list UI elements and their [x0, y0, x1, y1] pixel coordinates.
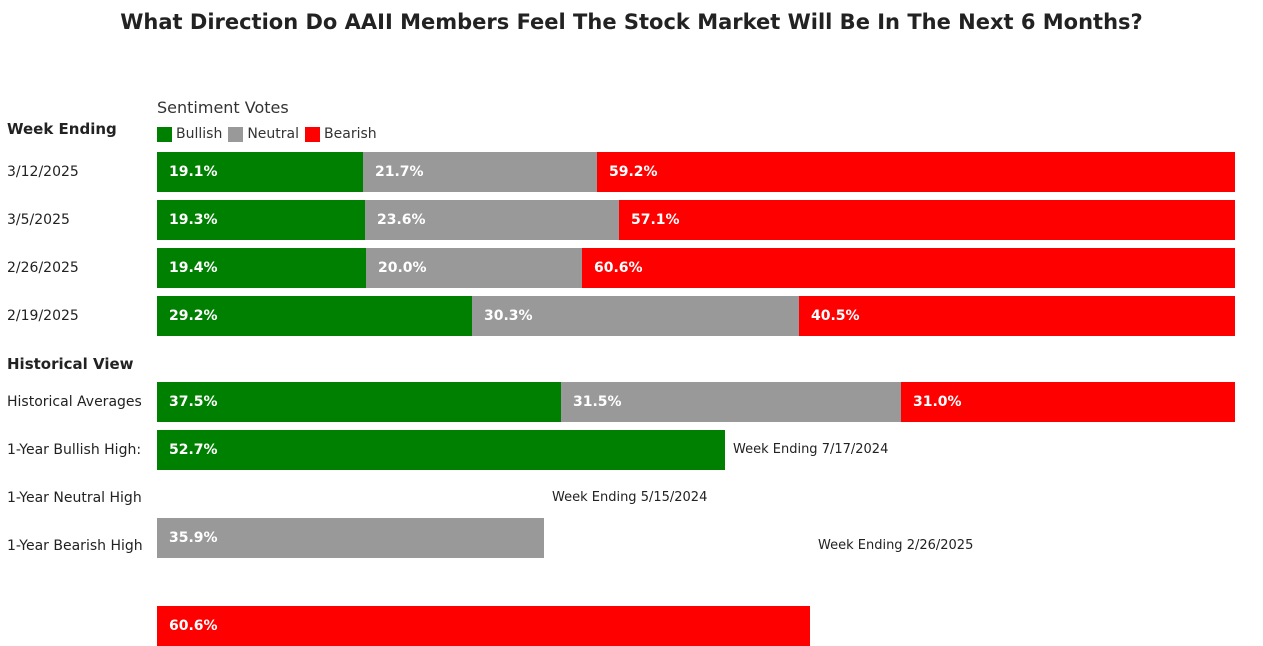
week-row-bar-1: 19.3% 23.6% 57.1%	[157, 200, 1235, 240]
value-label: 30.3%	[484, 308, 533, 324]
historical-avg-segment-neutral: 31.5%	[561, 382, 901, 422]
value-label: 19.4%	[169, 260, 218, 276]
high-note-neutral: Week Ending 5/15/2024	[552, 490, 708, 505]
value-label: 19.3%	[169, 212, 218, 228]
legend-item-neutral: Neutral	[228, 126, 299, 142]
historical-avg-segment-bearish: 31.0%	[901, 382, 1235, 422]
high-note-bullish: Week Ending 7/17/2024	[733, 442, 889, 457]
legend-item-bearish: Bearish	[305, 126, 377, 142]
legend-swatch-bullish	[157, 126, 172, 142]
high-row-label-neutral: 1-Year Neutral High	[7, 490, 142, 506]
week-row-segment-neutral: 20.0%	[366, 248, 582, 288]
week-row-label-2: 2/26/2025	[7, 260, 79, 276]
week-row-segment-bullish: 19.3%	[157, 200, 365, 240]
value-label: 60.6%	[594, 260, 643, 276]
high-bar-bearish: 60.6%	[157, 606, 810, 646]
value-label: 52.7%	[169, 442, 218, 458]
week-row-segment-neutral: 23.6%	[365, 200, 619, 240]
historical-view-heading: Historical View	[7, 355, 134, 373]
value-label: 35.9%	[169, 530, 218, 546]
historical-avg-bar-0: 37.5% 31.5% 31.0%	[157, 382, 1235, 422]
week-row-segment-bearish: 40.5%	[799, 296, 1235, 336]
legend: Bullish Neutral Bearish	[157, 126, 383, 142]
legend-label-neutral: Neutral	[247, 126, 300, 142]
legend-title: Sentiment Votes	[157, 98, 289, 117]
legend-item-bullish: Bullish	[157, 126, 222, 142]
high-row-label-bearish: 1-Year Bearish High	[7, 538, 143, 554]
value-label: 21.7%	[375, 164, 424, 180]
legend-label-bullish: Bullish	[176, 126, 223, 142]
value-label: 20.0%	[378, 260, 427, 276]
value-label: 37.5%	[169, 394, 218, 410]
week-row-segment-bearish: 60.6%	[582, 248, 1235, 288]
week-row-bar-3: 29.2% 30.3% 40.5%	[157, 296, 1235, 336]
value-label: 57.1%	[631, 212, 680, 228]
week-ending-heading: Week Ending	[7, 120, 117, 138]
value-label: 59.2%	[609, 164, 658, 180]
high-note-bearish: Week Ending 2/26/2025	[818, 538, 974, 553]
historical-avg-segment-bullish: 37.5%	[157, 382, 561, 422]
week-row-bar-0: 19.1% 21.7% 59.2%	[157, 152, 1235, 192]
chart-title: What Direction Do AAII Members Feel The …	[120, 10, 1143, 34]
high-bar-bullish: 52.7%	[157, 430, 725, 470]
value-label: 31.0%	[913, 394, 962, 410]
value-label: 60.6%	[169, 618, 218, 634]
value-label: 23.6%	[377, 212, 426, 228]
value-label: 31.5%	[573, 394, 622, 410]
week-row-segment-bullish: 29.2%	[157, 296, 472, 336]
week-row-segment-neutral: 21.7%	[363, 152, 597, 192]
historical-avg-label-0: Historical Averages	[7, 394, 142, 410]
week-row-bar-2: 19.4% 20.0% 60.6%	[157, 248, 1235, 288]
week-row-segment-neutral: 30.3%	[472, 296, 799, 336]
week-row-label-0: 3/12/2025	[7, 164, 79, 180]
week-row-segment-bullish: 19.4%	[157, 248, 366, 288]
value-label: 19.1%	[169, 164, 218, 180]
value-label: 40.5%	[811, 308, 860, 324]
week-row-label-1: 3/5/2025	[7, 212, 70, 228]
value-label: 29.2%	[169, 308, 218, 324]
week-row-segment-bearish: 57.1%	[619, 200, 1235, 240]
week-row-segment-bullish: 19.1%	[157, 152, 363, 192]
high-row-label-bullish: 1-Year Bullish High:	[7, 442, 142, 458]
week-row-segment-bearish: 59.2%	[597, 152, 1235, 192]
legend-swatch-neutral	[228, 126, 244, 142]
legend-label-bearish: Bearish	[324, 126, 377, 142]
high-bar-neutral: 35.9%	[157, 518, 544, 558]
week-row-label-3: 2/19/2025	[7, 308, 79, 324]
legend-swatch-bearish	[305, 126, 321, 142]
